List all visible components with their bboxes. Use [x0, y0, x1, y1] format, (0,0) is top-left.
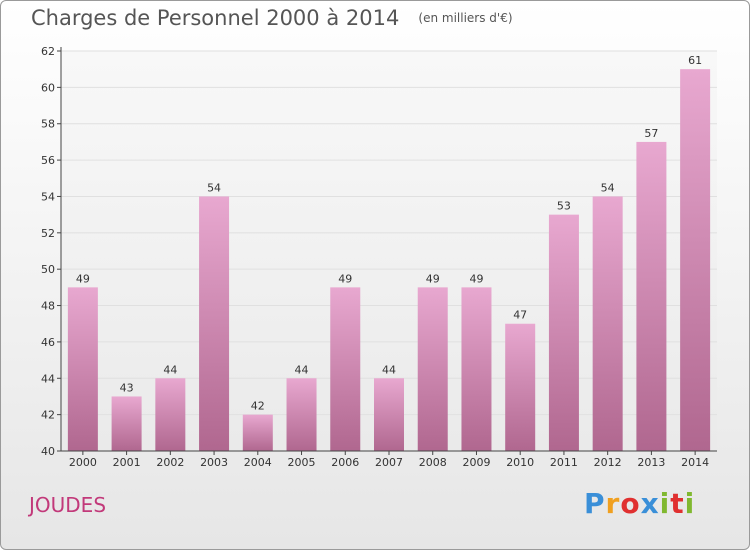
x-tick-label-2014: 2014	[681, 456, 709, 469]
bar-2008	[417, 287, 448, 451]
bar-2007	[374, 378, 404, 451]
bars	[67, 69, 711, 451]
y-tick-label: 46	[41, 336, 55, 349]
bar-2002	[155, 378, 186, 451]
value-label-2010: 47	[513, 309, 527, 322]
value-label-2014: 61	[688, 54, 702, 67]
x-tick-label-2000: 2000	[69, 456, 97, 469]
logo-letter: o	[620, 487, 641, 520]
y-tick-label: 44	[41, 372, 55, 385]
y-tick-label: 48	[41, 300, 55, 313]
value-labels: 49 43 44 54 42 44 49 44 49 49 47 53 54 57 61	[76, 54, 702, 412]
logo-letter: t	[670, 487, 685, 520]
logo-letter: P	[584, 487, 606, 520]
y-tick-label: 54	[41, 190, 55, 203]
x-tick-label-2001: 2001	[113, 456, 141, 469]
value-label-2009: 49	[469, 272, 483, 285]
x-tick-label-2007: 2007	[375, 456, 403, 469]
value-label-2007: 44	[382, 363, 396, 376]
y-tick-label: 52	[41, 227, 55, 240]
value-label-2012: 54	[601, 181, 615, 194]
value-label-2004: 42	[251, 400, 265, 413]
value-label-2003: 54	[207, 181, 221, 194]
x-tick-label-2012: 2012	[594, 456, 622, 469]
logo-letter: i	[659, 487, 671, 520]
bar-2001	[111, 396, 142, 451]
x-tick-label-2006: 2006	[331, 456, 359, 469]
chart-subtitle: (en milliers d'€)	[418, 11, 513, 25]
proxiti-logo: Proxiti	[584, 487, 695, 520]
value-label-2006: 49	[338, 272, 352, 285]
y-tick-label: 60	[41, 81, 55, 94]
value-label-2011: 53	[557, 200, 571, 213]
logo-letter: i	[684, 487, 696, 520]
x-tick-label-2005: 2005	[288, 456, 316, 469]
bar-2004	[242, 414, 273, 451]
axes: 40 42 44 46 48 50 52 54 56 58 60 62 2000 2001 2002 2003…	[41, 45, 717, 469]
x-tick-label-2009: 2009	[462, 456, 490, 469]
logo-letter: r	[605, 487, 621, 520]
value-label-2002: 44	[163, 363, 177, 376]
y-tick-label: 40	[41, 445, 55, 458]
commune-name: JOUDES	[29, 493, 107, 517]
bar-2013	[636, 141, 667, 451]
value-label-2008: 49	[426, 272, 440, 285]
x-tick-label-2010: 2010	[506, 456, 534, 469]
x-tick-label-2002: 2002	[156, 456, 184, 469]
x-tick-label-2008: 2008	[419, 456, 447, 469]
bar-2003	[199, 196, 230, 451]
bar-2010	[505, 323, 536, 451]
bar-2014	[680, 69, 711, 451]
bar-2000	[67, 287, 98, 451]
bar-2006	[330, 287, 361, 451]
bar-2011	[548, 214, 579, 451]
x-tick-label-2013: 2013	[637, 456, 665, 469]
bar-2005	[286, 378, 317, 451]
value-label-2000: 49	[76, 272, 90, 285]
logo-letter: x	[640, 487, 660, 520]
title-row: Charges de Personnel 2000 à 2014 (en mil…	[31, 6, 513, 30]
value-label-2013: 57	[644, 127, 658, 140]
y-tick-label: 58	[41, 118, 55, 131]
value-label-2001: 43	[120, 381, 134, 394]
y-tick-label: 42	[41, 409, 55, 422]
x-tick-label-2011: 2011	[550, 456, 578, 469]
y-tick-label: 62	[41, 45, 55, 58]
bar-2009	[461, 287, 492, 451]
bar-2012	[592, 196, 623, 451]
y-tick-label: 50	[41, 263, 55, 276]
x-tick-label-2004: 2004	[244, 456, 272, 469]
x-tick-label-2003: 2003	[200, 456, 228, 469]
chart-title: Charges de Personnel 2000 à 2014	[31, 6, 400, 30]
value-label-2005: 44	[295, 363, 309, 376]
y-tick-label: 56	[41, 154, 55, 167]
